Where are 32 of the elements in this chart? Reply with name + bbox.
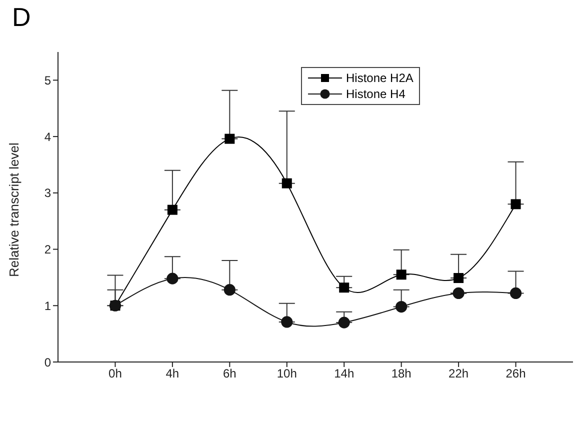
y-tick-label: 5 [44, 73, 52, 88]
point [281, 316, 293, 328]
point [338, 316, 350, 328]
y-tick-label: 4 [44, 130, 52, 144]
point [396, 270, 406, 280]
x-tick-label: 22h [448, 366, 469, 381]
point [339, 282, 350, 293]
point [224, 134, 235, 144]
y-tick-label: 2 [44, 242, 52, 257]
point [510, 287, 522, 300]
point [510, 199, 521, 210]
legend-label: Histone H4 [346, 87, 406, 101]
chart-title: D [12, 2, 31, 33]
point [452, 287, 464, 300]
point [396, 300, 408, 313]
point [166, 272, 178, 284]
x-tick-label: 0h [108, 366, 122, 381]
x-tick-label: 4h [166, 366, 180, 381]
legend-label: Histone H2A [346, 71, 414, 85]
point [454, 273, 464, 284]
x-tick-label: 18h [391, 366, 412, 381]
point [224, 284, 236, 296]
x-tick-label: 14h [334, 366, 354, 381]
x-tick-label: 6h [222, 366, 236, 381]
x-tick-label: 10h [276, 366, 297, 381]
x-tick-label: 26h [506, 366, 526, 381]
point [167, 204, 178, 215]
y-axis-title: Relative transcript level [6, 142, 22, 277]
y-tick-label: 3 [44, 186, 52, 200]
point [282, 178, 292, 188]
y-tick-label: 0 [44, 355, 52, 370]
y-tick-label: 1 [44, 298, 52, 313]
